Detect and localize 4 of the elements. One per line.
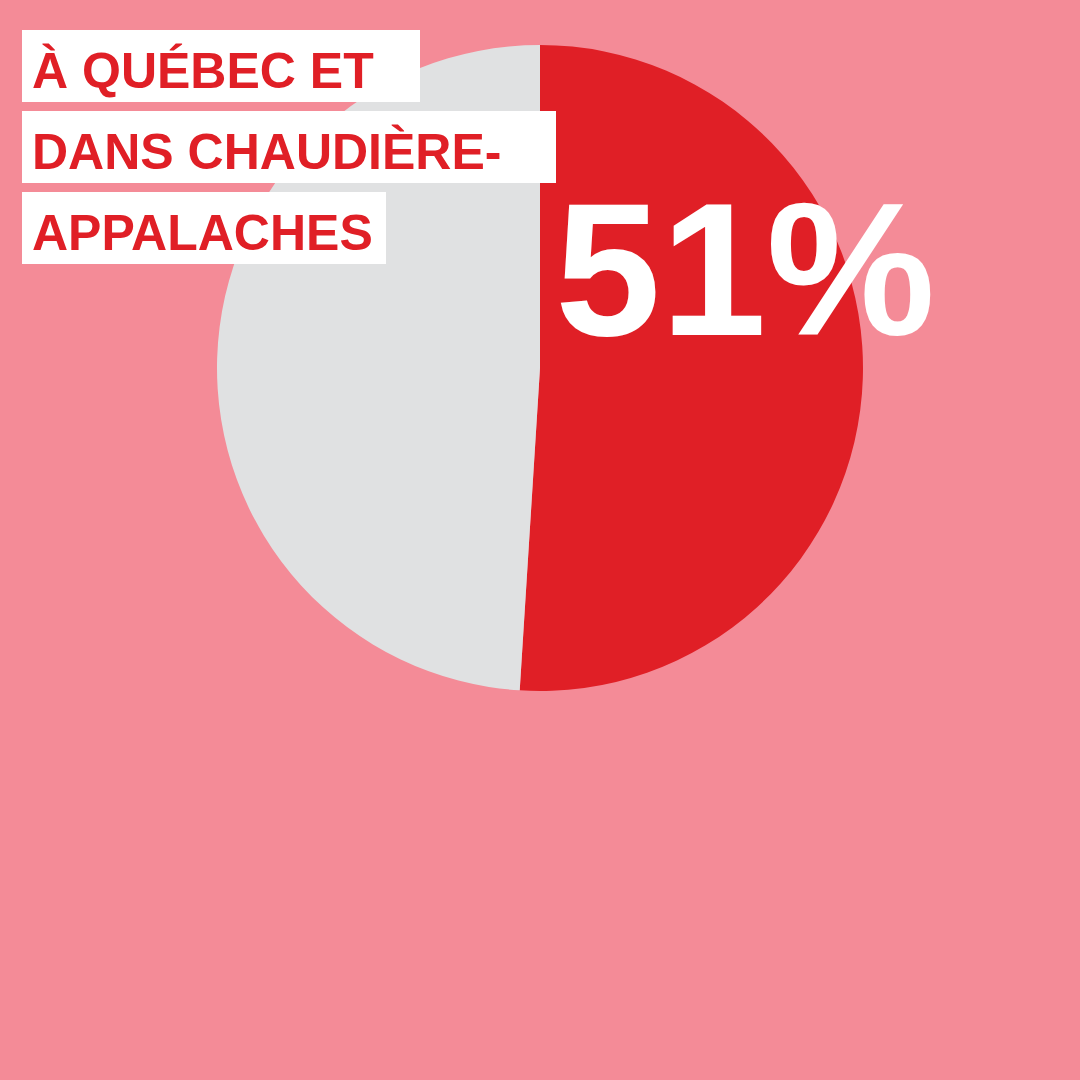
data-label: 51% <box>555 163 936 375</box>
text: DANS CHAUDIÈRE- <box>32 124 502 180</box>
text: APPALACHES <box>32 205 373 261</box>
text: À QUÉBEC ET <box>32 43 374 99</box>
